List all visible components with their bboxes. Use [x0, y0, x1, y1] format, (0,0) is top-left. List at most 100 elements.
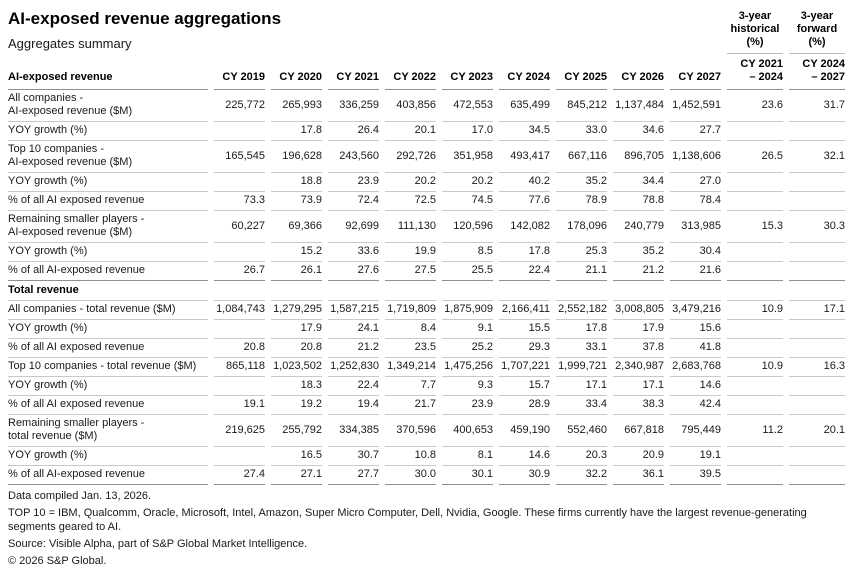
cell-value: 28.9: [499, 396, 550, 415]
cell-value: [789, 447, 845, 466]
cell-value: 120,596: [442, 211, 493, 243]
table-row: % of all AI exposed revenue 20.8 20.8 21.2 2…: [8, 339, 845, 358]
page-subtitle: Aggregates summary: [8, 36, 132, 51]
table-row: All companies - AI-exposed revenue ($M) 2…: [8, 90, 845, 122]
cell-value: [727, 122, 783, 141]
cell-value: 17.1: [789, 301, 845, 320]
row-label: All companies - AI-exposed revenue ($M): [8, 90, 208, 122]
table-row: YOY growth (%) 16.5 30.7 10.8 8.1 14.6 20.3 20.…: [8, 447, 845, 466]
cell-value: 22.4: [328, 377, 379, 396]
cell-value: [789, 173, 845, 192]
cell-value: 2,166,411: [499, 301, 550, 320]
cell-value: 9.3: [442, 377, 493, 396]
cell-value: 30.7: [328, 447, 379, 466]
cell-value: 26.5: [727, 141, 783, 173]
cell-value: 7.7: [385, 377, 436, 396]
cell-value: 17.8: [499, 243, 550, 262]
empty-cell: [214, 281, 265, 301]
cell-value: 26.1: [271, 262, 322, 281]
cell-value: 30.0: [385, 466, 436, 485]
empty-cell: [328, 281, 379, 301]
cell-value: 25.2: [442, 339, 493, 358]
table-row: Remaining smaller players - AI-exposed r…: [8, 211, 845, 243]
cell-value: 334,385: [328, 415, 379, 447]
empty-cell: [442, 281, 493, 301]
row-label: % of all AI exposed revenue: [8, 396, 208, 415]
cell-value: 23.9: [442, 396, 493, 415]
cell-value: [727, 173, 783, 192]
section-header-row: Total revenue: [8, 281, 845, 301]
cell-value: 27.4: [214, 466, 265, 485]
cell-value: 8.1: [442, 447, 493, 466]
cell-value: 21.7: [385, 396, 436, 415]
empty-cell: [670, 281, 721, 301]
cell-value: 111,130: [385, 211, 436, 243]
cell-value: 40.2: [499, 173, 550, 192]
cell-value: 8.5: [442, 243, 493, 262]
footer-notes: Data compiled Jan. 13, 2026. TOP 10 = IB…: [8, 489, 842, 568]
table-row: Top 10 companies - AI-exposed revenue ($…: [8, 141, 845, 173]
footnote-top10: TOP 10 = IBM, Qualcomm, Oracle, Microsof…: [8, 507, 807, 533]
cell-value: 10.9: [727, 358, 783, 377]
cell-value: 14.6: [670, 377, 721, 396]
cell-value: 35.2: [613, 243, 664, 262]
cell-value: [727, 339, 783, 358]
cell-value: 1,279,295: [271, 301, 322, 320]
cell-value: 19.2: [271, 396, 322, 415]
footnote-source: Source: Visible Alpha, part of S&P Globa…: [8, 538, 308, 550]
cell-value: 17.9: [613, 320, 664, 339]
cell-value: 14.6: [499, 447, 550, 466]
cell-value: 34.4: [613, 173, 664, 192]
cell-value: 1,452,591: [670, 90, 721, 122]
cell-value: 1,999,721: [556, 358, 607, 377]
column-header-cy2021: CY 2021: [328, 54, 379, 90]
cell-value: [214, 173, 265, 192]
cell-value: [789, 396, 845, 415]
column-header-cy2020: CY 2020: [271, 54, 322, 90]
cell-value: 30.9: [499, 466, 550, 485]
cell-value: 20.8: [214, 339, 265, 358]
cell-value: 74.5: [442, 192, 493, 211]
row-label: Top 10 companies - total revenue ($M): [8, 358, 208, 377]
table-row: % of all AI exposed revenue 73.3 73.9 72.4 7…: [8, 192, 845, 211]
cell-value: 77.6: [499, 192, 550, 211]
cell-value: 73.9: [271, 192, 322, 211]
cell-value: 225,772: [214, 90, 265, 122]
cell-value: 32.2: [556, 466, 607, 485]
cell-value: 16.3: [789, 358, 845, 377]
cell-value: 19.1: [670, 447, 721, 466]
cell-value: 1,475,256: [442, 358, 493, 377]
footnote-copyright: © 2026 S&P Global.: [8, 555, 107, 567]
table-row: YOY growth (%) 17.9 24.1 8.4 9.1 15.5 17.8 17.9…: [8, 320, 845, 339]
row-label: YOY growth (%): [8, 122, 208, 141]
cell-value: [789, 320, 845, 339]
cell-value: 243,560: [328, 141, 379, 173]
cell-value: 26.4: [328, 122, 379, 141]
cell-value: 400,653: [442, 415, 493, 447]
cell-value: 78.4: [670, 192, 721, 211]
footnote-compiled: Data compiled Jan. 13, 2026.: [8, 490, 152, 502]
cell-value: 31.7: [789, 90, 845, 122]
cell-value: 21.6: [670, 262, 721, 281]
cell-value: 472,553: [442, 90, 493, 122]
empty-cell: [613, 281, 664, 301]
table-row: YOY growth (%) 17.8 26.4 20.1 17.0 34.5 33.0 34…: [8, 122, 845, 141]
cell-value: [214, 447, 265, 466]
cell-value: 21.1: [556, 262, 607, 281]
row-label: YOY growth (%): [8, 173, 208, 192]
cell-value: 73.3: [214, 192, 265, 211]
cell-value: 27.7: [670, 122, 721, 141]
table-row: Top 10 companies - total revenue ($M) 865…: [8, 358, 845, 377]
cell-value: 33.0: [556, 122, 607, 141]
column-group-forward: 3-year forward (%): [789, 8, 845, 54]
cell-value: 27.5: [385, 262, 436, 281]
cell-value: [789, 377, 845, 396]
cell-value: 292,726: [385, 141, 436, 173]
cell-value: 23.5: [385, 339, 436, 358]
cell-value: [214, 122, 265, 141]
row-label: YOY growth (%): [8, 243, 208, 262]
cell-value: 21.2: [328, 339, 379, 358]
cell-value: 15.7: [499, 377, 550, 396]
cell-value: 33.1: [556, 339, 607, 358]
title-block: AI-exposed revenue aggregations Aggregat…: [8, 9, 282, 51]
